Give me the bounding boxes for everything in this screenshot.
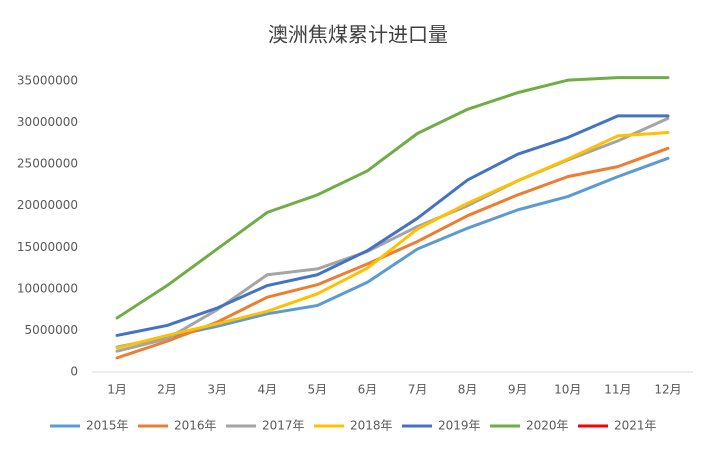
y-tick-label: 30000000	[17, 115, 78, 129]
y-tick-label: 25000000	[17, 157, 78, 171]
series-line	[115, 131, 670, 350]
x-tick-label: 8月	[458, 383, 478, 397]
x-tick-label: 3月	[207, 383, 227, 397]
x-tick-label: 4月	[257, 383, 277, 397]
legend-label: 2018年	[350, 419, 393, 433]
chart-title: 澳洲焦煤累计进口量	[268, 23, 448, 47]
legend-label: 2015年	[86, 419, 129, 433]
y-tick-label: 20000000	[17, 198, 78, 212]
legend-label: 2021年	[614, 419, 657, 433]
x-tick-label: 12月	[654, 383, 681, 397]
legend-label: 2020年	[526, 419, 569, 433]
x-tick-label: 5月	[308, 383, 328, 397]
y-tick-label: 35000000	[17, 74, 78, 88]
y-tick-label: 10000000	[17, 281, 78, 295]
x-tick-label: 6月	[358, 383, 378, 397]
series-line	[115, 114, 670, 337]
series-line	[115, 76, 670, 320]
x-tick-label: 9月	[508, 383, 528, 397]
legend-label: 2016年	[174, 419, 217, 433]
y-tick-label: 0	[70, 365, 78, 379]
x-tick-label: 11月	[604, 383, 631, 397]
legend-label: 2017年	[262, 419, 305, 433]
x-tick-label: 10月	[554, 383, 581, 397]
x-tick-label: 1月	[107, 383, 127, 397]
legend-label: 2019年	[438, 419, 481, 433]
series-line	[115, 156, 670, 349]
x-tick-label: 2月	[157, 383, 177, 397]
y-tick-label: 5000000	[25, 323, 78, 337]
x-tick-label: 7月	[408, 383, 428, 397]
y-tick-label: 15000000	[17, 240, 78, 254]
